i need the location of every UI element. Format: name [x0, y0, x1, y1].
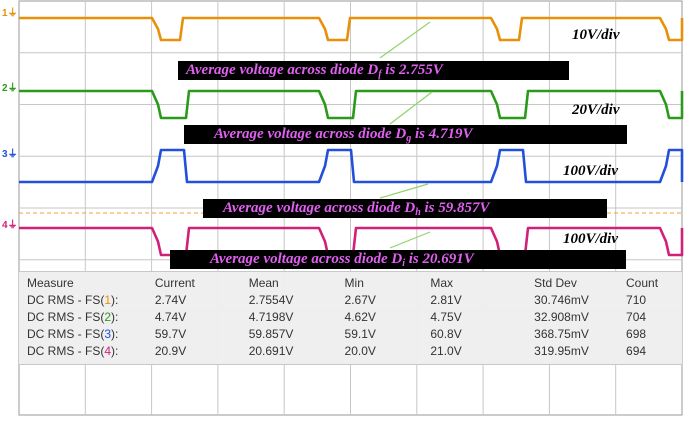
trace-channel-1	[19, 16, 684, 42]
measure-count: 710	[626, 292, 647, 307]
measure-mean: 2.7554V	[248, 292, 294, 307]
trace-channel-2	[19, 89, 684, 120]
annotation-arrow-2	[389, 91, 433, 125]
annotation-arrow-1	[379, 21, 431, 59]
measure-current: 4.74V	[154, 309, 187, 324]
measure-current: 2.74V	[154, 292, 187, 307]
measure-min: 4.62V	[344, 309, 376, 324]
header-mean: Mean	[248, 275, 279, 290]
annotation-arrows	[379, 21, 433, 249]
channel-3-scale-label: 100V/div	[563, 163, 618, 179]
annotation-arrow-3	[379, 183, 429, 199]
measure-count: 698	[626, 326, 647, 341]
header-measure: Measure	[27, 275, 74, 290]
annotation-diode-f: Average voltage across diode Df is 2.755…	[178, 61, 569, 80]
measure-current: 59.7V	[154, 326, 187, 341]
trace-channel-4	[19, 226, 684, 257]
annotation-diode-g: Average voltage across diode Dg is 4.719…	[184, 125, 627, 144]
header-min: Min	[344, 275, 364, 290]
channel-1-marker[interactable]: 1⏚	[2, 8, 18, 19]
waveform-traces	[19, 16, 684, 257]
measure-label: DC RMS - FS(1):	[27, 292, 119, 307]
header-max: Max	[430, 275, 454, 290]
channel-4-marker[interactable]: 4⏚	[2, 220, 18, 231]
channel-2-marker[interactable]: 2⏚	[2, 83, 18, 94]
measure-std-dev: 319.95mV	[534, 343, 589, 358]
measurement-row[interactable]: DC RMS - FS(2): 4.74V 4.7198V 4.62V 4.75…	[27, 308, 682, 325]
measurement-row[interactable]: DC RMS - FS(1): 2.74V 2.7554V 2.67V 2.81…	[27, 291, 682, 308]
header-std-dev: Std Dev	[534, 275, 577, 290]
measure-max: 21.0V	[430, 343, 462, 358]
measure-mean: 59.857V	[248, 326, 294, 341]
header-count: Count	[626, 275, 659, 290]
measure-label: DC RMS - FS(2):	[27, 309, 119, 324]
annotation-diode-i: Average voltage across diode Di is 20.69…	[170, 250, 626, 269]
header-current: Current	[154, 275, 195, 290]
measure-min: 2.67V	[344, 292, 376, 307]
channel-2-scale-label: 20V/div	[572, 102, 620, 118]
measure-current: 20.9V	[154, 343, 187, 358]
measure-std-dev: 32.908mV	[534, 309, 589, 324]
measure-mean: 20.691V	[248, 343, 294, 358]
annotation-arrow-4	[389, 231, 431, 249]
measure-std-dev: 30.746mV	[534, 292, 589, 307]
measurement-panel: Measure Current Mean Min Max Std Dev Cou…	[19, 271, 682, 365]
measure-max: 2.81V	[430, 292, 462, 307]
measure-max: 60.8V	[430, 326, 462, 341]
measurement-row[interactable]: DC RMS - FS(3): 59.7V 59.857V 59.1V 60.8…	[27, 325, 682, 342]
channel-1-scale-label: 10V/div	[572, 27, 620, 43]
measurement-header-row: Measure Current Mean Min Max Std Dev Cou…	[27, 274, 682, 291]
measure-max: 4.75V	[430, 309, 462, 324]
measure-count: 704	[626, 309, 647, 324]
channel-4-scale-label: 100V/div	[563, 231, 618, 247]
measure-label: DC RMS - FS(3):	[27, 326, 119, 341]
measure-mean: 4.7198V	[248, 309, 294, 324]
measure-min: 20.0V	[344, 343, 376, 358]
trace-channel-3	[19, 148, 684, 184]
measure-min: 59.1V	[344, 326, 376, 341]
measure-count: 694	[626, 343, 647, 358]
channel-3-marker[interactable]: 3⏚	[2, 149, 18, 160]
measurement-table: Measure Current Mean Min Max Std Dev Cou…	[27, 274, 682, 359]
measure-label: DC RMS - FS(4):	[27, 343, 119, 358]
measure-std-dev: 368.75mV	[534, 326, 589, 341]
measurement-row[interactable]: DC RMS - FS(4): 20.9V 20.691V 20.0V 21.0…	[27, 342, 682, 359]
annotation-diode-h: Average voltage across diode Dh is 59.85…	[203, 199, 607, 218]
